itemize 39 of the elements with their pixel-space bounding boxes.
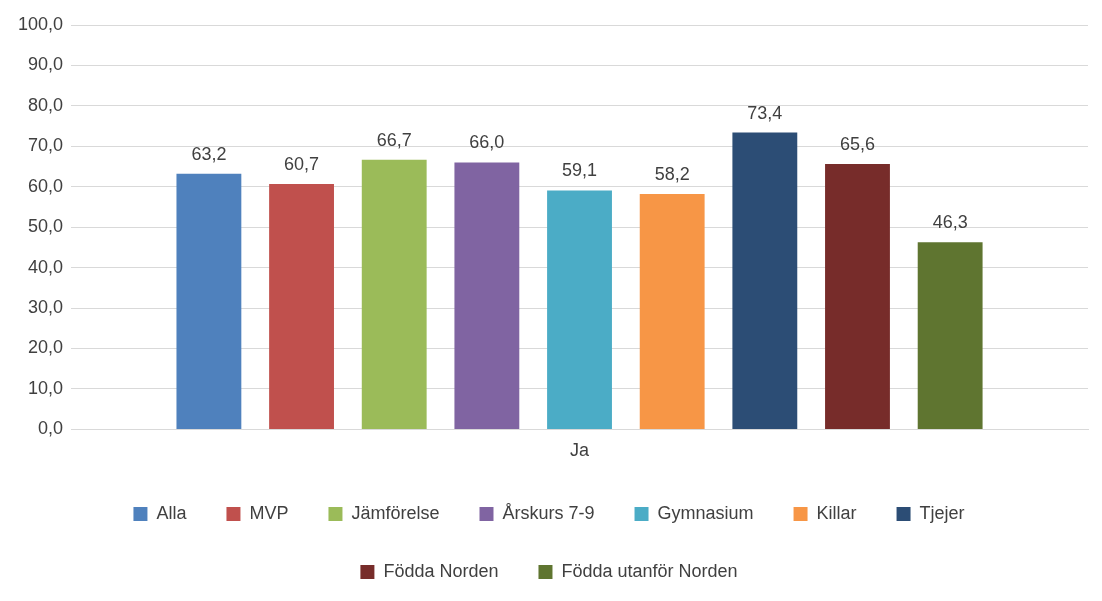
legend-label: Årskurs 7-9 <box>502 502 595 523</box>
legend-label: Jämförelse <box>351 502 440 523</box>
y-tick-label: 30,0 <box>28 297 64 318</box>
x-tick-label: Ja <box>570 440 591 461</box>
legend-label: Alla <box>156 502 188 523</box>
data-label: 59,1 <box>562 160 598 181</box>
bar <box>454 162 520 429</box>
y-tick-label: 0,0 <box>38 418 64 439</box>
legend-label: Födda utanför Norden <box>561 560 738 581</box>
data-label: 65,6 <box>839 134 876 155</box>
bar <box>732 132 798 429</box>
y-tick-label: 40,0 <box>28 256 64 277</box>
y-tick-label: 90,0 <box>28 54 64 75</box>
data-label: 58,2 <box>654 164 690 185</box>
bar <box>639 194 705 429</box>
data-label: 66,7 <box>376 129 412 150</box>
legend-label: Tjejer <box>919 502 965 523</box>
data-label: 66,0 <box>469 132 505 153</box>
y-tick-label: 50,0 <box>28 216 64 237</box>
bar <box>176 173 242 429</box>
bar <box>917 242 983 429</box>
data-label: 60,7 <box>284 153 320 174</box>
y-tick-label: 60,0 <box>28 175 64 196</box>
legend-label: MVP <box>249 502 289 523</box>
data-label: 73,4 <box>747 102 783 123</box>
y-tick-label: 70,0 <box>28 135 64 156</box>
bar <box>825 164 890 429</box>
data-label: 46,3 <box>932 212 968 233</box>
y-tick-label: 80,0 <box>28 94 64 115</box>
bar <box>269 183 334 429</box>
data-label: 63,2 <box>191 143 227 164</box>
legend-label: Gymnasium <box>657 502 754 523</box>
y-tick-label: 100,0 <box>18 13 64 34</box>
legend-label: Födda Norden <box>383 560 499 581</box>
bar <box>361 159 427 429</box>
y-tick-label: 10,0 <box>28 377 64 398</box>
bar <box>547 190 612 429</box>
legend-label: Killar <box>816 502 857 523</box>
y-tick-label: 20,0 <box>28 337 64 358</box>
